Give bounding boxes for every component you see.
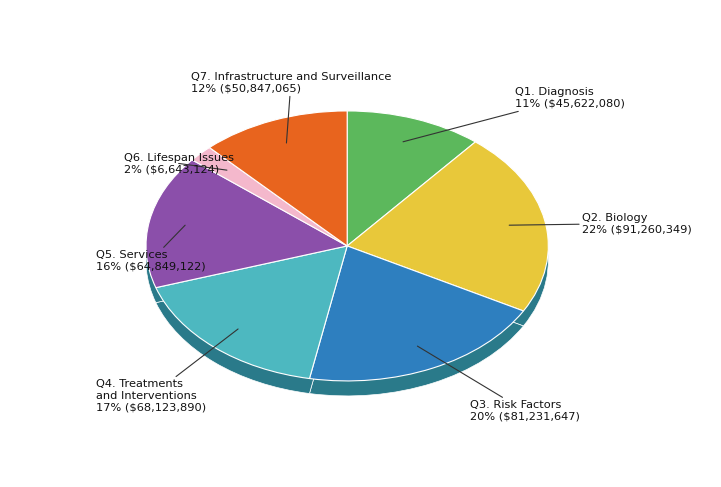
Wedge shape (210, 111, 348, 246)
Wedge shape (193, 148, 348, 246)
Text: Q2. Biology
22% ($91,260,349): Q2. Biology 22% ($91,260,349) (509, 213, 691, 234)
Text: Q5. Services
16% ($64,849,122): Q5. Services 16% ($64,849,122) (96, 225, 205, 272)
Wedge shape (193, 163, 348, 261)
Text: Q7. Infrastructure and Surveillance
12% ($50,847,065): Q7. Infrastructure and Surveillance 12% … (190, 72, 391, 143)
Wedge shape (309, 246, 523, 381)
Wedge shape (348, 111, 475, 246)
Wedge shape (210, 126, 348, 261)
Wedge shape (146, 160, 348, 288)
Wedge shape (156, 246, 348, 378)
Text: Q1. Diagnosis
11% ($45,622,080): Q1. Diagnosis 11% ($45,622,080) (403, 87, 624, 142)
Wedge shape (348, 142, 548, 311)
Text: Q3. Risk Factors
20% ($81,231,647): Q3. Risk Factors 20% ($81,231,647) (417, 346, 580, 422)
Text: Q6. Lifespan Issues
2% ($6,643,124): Q6. Lifespan Issues 2% ($6,643,124) (124, 152, 234, 174)
Wedge shape (348, 157, 548, 326)
Wedge shape (146, 175, 348, 302)
Wedge shape (309, 261, 523, 396)
Text: Q4. Treatments
and Interventions
17% ($68,123,890): Q4. Treatments and Interventions 17% ($6… (96, 329, 238, 412)
Wedge shape (156, 261, 348, 393)
Wedge shape (348, 126, 475, 261)
